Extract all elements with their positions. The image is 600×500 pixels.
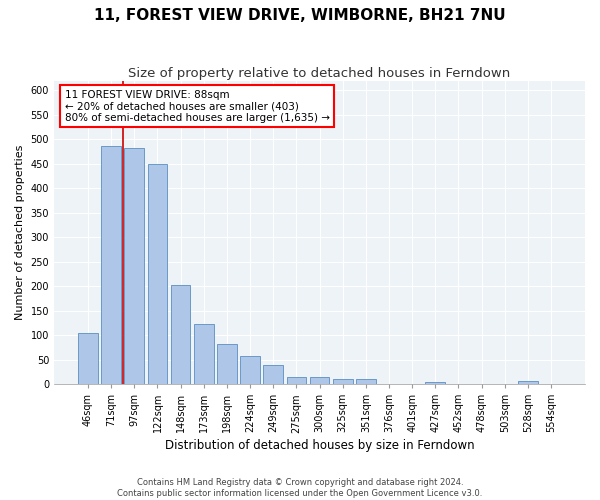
- Bar: [217, 344, 237, 384]
- Bar: [356, 379, 376, 384]
- X-axis label: Distribution of detached houses by size in Ferndown: Distribution of detached houses by size …: [165, 440, 475, 452]
- Bar: [518, 380, 538, 384]
- Text: 11 FOREST VIEW DRIVE: 88sqm
← 20% of detached houses are smaller (403)
80% of se: 11 FOREST VIEW DRIVE: 88sqm ← 20% of det…: [65, 90, 329, 123]
- Bar: [287, 376, 306, 384]
- Bar: [124, 148, 144, 384]
- Bar: [425, 382, 445, 384]
- Bar: [101, 146, 121, 384]
- Y-axis label: Number of detached properties: Number of detached properties: [15, 144, 25, 320]
- Bar: [310, 376, 329, 384]
- Bar: [78, 332, 98, 384]
- Bar: [194, 324, 214, 384]
- Text: 11, FOREST VIEW DRIVE, WIMBORNE, BH21 7NU: 11, FOREST VIEW DRIVE, WIMBORNE, BH21 7N…: [94, 8, 506, 22]
- Bar: [263, 366, 283, 384]
- Bar: [148, 164, 167, 384]
- Title: Size of property relative to detached houses in Ferndown: Size of property relative to detached ho…: [128, 68, 511, 80]
- Text: Contains HM Land Registry data © Crown copyright and database right 2024.
Contai: Contains HM Land Registry data © Crown c…: [118, 478, 482, 498]
- Bar: [171, 285, 190, 384]
- Bar: [333, 379, 353, 384]
- Bar: [240, 356, 260, 384]
